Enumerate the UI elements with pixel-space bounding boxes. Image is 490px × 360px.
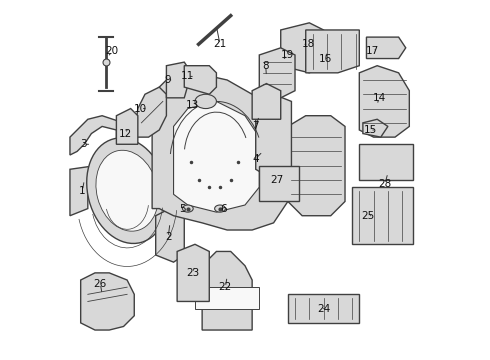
Polygon shape — [259, 166, 298, 202]
Text: 17: 17 — [366, 46, 380, 57]
Text: 21: 21 — [213, 39, 226, 49]
Text: 12: 12 — [119, 129, 132, 139]
Text: 8: 8 — [263, 61, 269, 71]
Polygon shape — [156, 208, 184, 262]
Text: 6: 6 — [220, 203, 227, 213]
Polygon shape — [256, 94, 292, 180]
Polygon shape — [359, 66, 409, 137]
Ellipse shape — [215, 205, 225, 212]
Text: 3: 3 — [80, 139, 87, 149]
Text: 9: 9 — [164, 75, 171, 85]
Ellipse shape — [87, 138, 168, 243]
Polygon shape — [167, 62, 192, 98]
Text: 28: 28 — [378, 179, 392, 189]
Polygon shape — [363, 119, 388, 137]
Text: 27: 27 — [270, 175, 284, 185]
Polygon shape — [177, 244, 209, 301]
Ellipse shape — [182, 205, 193, 212]
Polygon shape — [202, 251, 252, 330]
Polygon shape — [252, 84, 281, 119]
Text: 14: 14 — [372, 93, 386, 103]
Text: 19: 19 — [281, 50, 294, 60]
Polygon shape — [81, 273, 134, 330]
Polygon shape — [117, 109, 138, 144]
Text: 18: 18 — [302, 39, 315, 49]
Text: 25: 25 — [361, 211, 374, 221]
Text: 7: 7 — [252, 121, 259, 131]
Polygon shape — [306, 30, 359, 73]
Text: 13: 13 — [186, 100, 199, 110]
Text: 2: 2 — [165, 232, 172, 242]
Text: 16: 16 — [319, 54, 332, 64]
Polygon shape — [259, 48, 295, 98]
Polygon shape — [288, 294, 359, 323]
Polygon shape — [281, 23, 323, 73]
Text: 4: 4 — [252, 154, 259, 163]
Text: 26: 26 — [94, 279, 107, 289]
Text: 22: 22 — [219, 282, 232, 292]
Polygon shape — [173, 102, 259, 212]
Polygon shape — [70, 116, 131, 216]
Polygon shape — [352, 187, 413, 244]
Polygon shape — [184, 66, 217, 94]
Polygon shape — [367, 37, 406, 59]
Ellipse shape — [195, 94, 217, 109]
Text: 20: 20 — [105, 46, 119, 57]
Text: 5: 5 — [179, 203, 186, 213]
Text: 15: 15 — [364, 125, 377, 135]
Text: 1: 1 — [79, 186, 86, 196]
Text: 23: 23 — [186, 268, 199, 278]
Polygon shape — [134, 87, 167, 137]
Polygon shape — [195, 287, 259, 309]
Text: 24: 24 — [318, 303, 331, 314]
Text: 11: 11 — [181, 71, 195, 81]
Polygon shape — [152, 73, 288, 230]
Polygon shape — [359, 144, 413, 180]
Polygon shape — [288, 116, 345, 216]
Ellipse shape — [96, 150, 158, 231]
Text: 10: 10 — [134, 104, 147, 113]
